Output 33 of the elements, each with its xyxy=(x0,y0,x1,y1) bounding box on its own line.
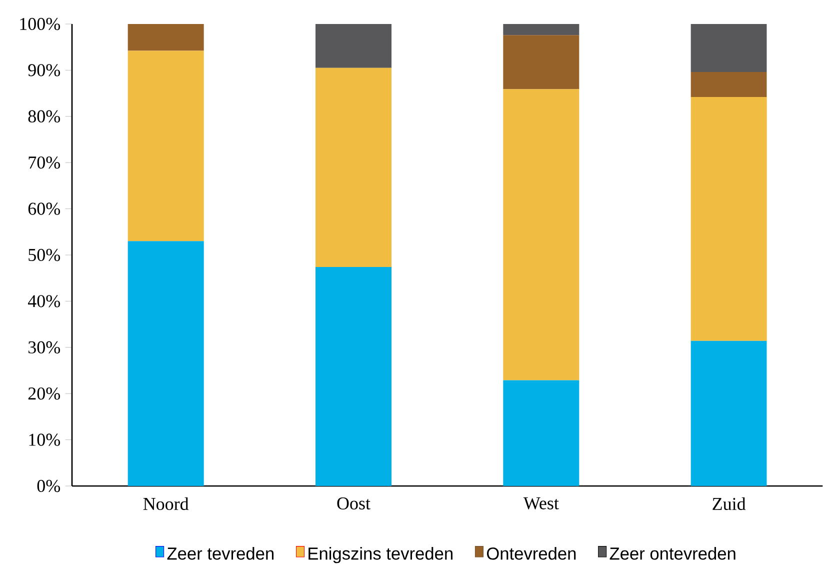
bar xyxy=(503,35,580,90)
y-tick-label: 80% xyxy=(28,110,60,122)
legend-label: Ontevreden xyxy=(486,547,576,560)
y-tick-label: 100% xyxy=(20,18,60,30)
bar xyxy=(128,241,204,486)
legend-label: Enigszins tevreden xyxy=(308,547,452,564)
y-tick-label: 10% xyxy=(29,434,60,446)
legend-label: Zeer tevreden xyxy=(167,547,274,560)
bar xyxy=(316,267,392,486)
y-tick-label: 30% xyxy=(28,341,60,354)
bar xyxy=(316,24,392,68)
bar xyxy=(128,50,204,242)
bar xyxy=(503,380,580,486)
bar xyxy=(503,24,580,36)
y-tick-label: 20% xyxy=(28,387,60,400)
y-tick-label: 60% xyxy=(28,202,60,215)
y-tick-label: 90% xyxy=(28,64,60,76)
bar xyxy=(503,89,580,380)
bar xyxy=(690,96,767,341)
y-tick-label: 70% xyxy=(28,156,60,169)
bar xyxy=(316,68,392,267)
y-tick-label: 40% xyxy=(28,295,60,308)
x-tick-label: Oost xyxy=(337,497,370,510)
bar xyxy=(128,24,204,51)
bar xyxy=(690,340,767,486)
bar xyxy=(690,24,767,72)
y-tick-label: 50% xyxy=(28,248,60,262)
y-tick-label: 0% xyxy=(37,480,60,492)
bar xyxy=(690,72,767,97)
x-tick-label: Noord xyxy=(143,497,189,510)
legend-label: Zeer ontevreden xyxy=(610,547,736,560)
x-tick-label: Zuid xyxy=(712,497,746,510)
x-tick-label: West xyxy=(523,497,559,510)
